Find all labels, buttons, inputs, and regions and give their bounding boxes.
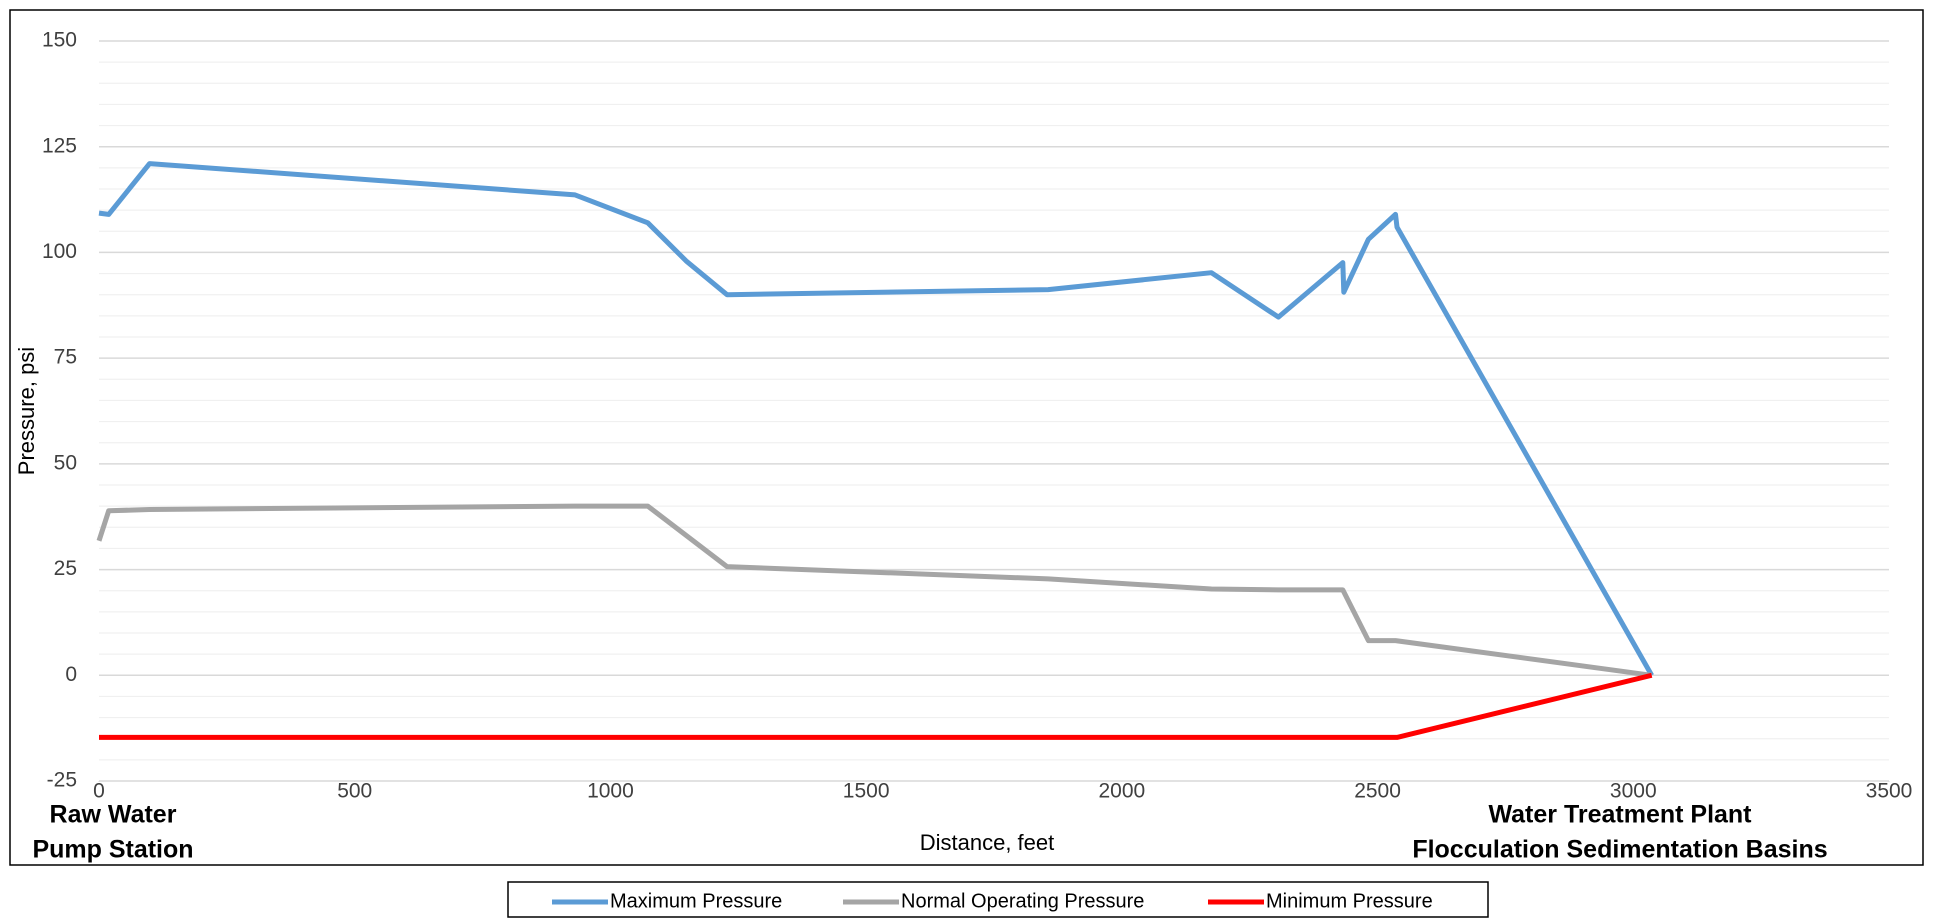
x-tick-label: 2500 [1354, 780, 1401, 803]
series-line [99, 672, 1653, 740]
y-tick-label: 25 [54, 557, 77, 580]
x-tick-label: 1500 [843, 780, 890, 803]
y-tick-label: 100 [42, 240, 77, 263]
y-tick-label: -25 [47, 769, 77, 792]
y-tick-label: 75 [54, 346, 77, 369]
legend-label: Normal Operating Pressure [901, 890, 1144, 912]
legend-label: Minimum Pressure [1266, 890, 1433, 912]
y-tick-label: 150 [42, 29, 77, 52]
x-tick-label: 1000 [587, 780, 634, 803]
x-tick-label: 3500 [1866, 780, 1913, 803]
x-tick-label: 3000 [1610, 780, 1657, 803]
legend-label: Maximum Pressure [610, 890, 782, 912]
y-tick-label: 0 [65, 663, 77, 686]
x-axis-label: Distance, feet [920, 830, 1055, 855]
series-line [96, 503, 1653, 678]
x-tick-label: 500 [337, 780, 372, 803]
series-line [98, 161, 1654, 677]
annotation: Raw Water [50, 801, 177, 829]
x-tick-label: 0 [93, 780, 105, 803]
y-tick-label: 50 [54, 451, 77, 474]
y-axis-label: Pressure, psi [14, 347, 39, 475]
legend-box [507, 881, 1489, 918]
y-tick-label: 125 [42, 134, 77, 157]
x-tick-label: 2000 [1098, 780, 1145, 803]
chart-border [9, 9, 1924, 866]
annotation: Pump Station [32, 836, 193, 864]
annotation: Flocculation Sedimentation Basins [1412, 836, 1827, 864]
annotation: Water Treatment Plant [1488, 801, 1752, 829]
